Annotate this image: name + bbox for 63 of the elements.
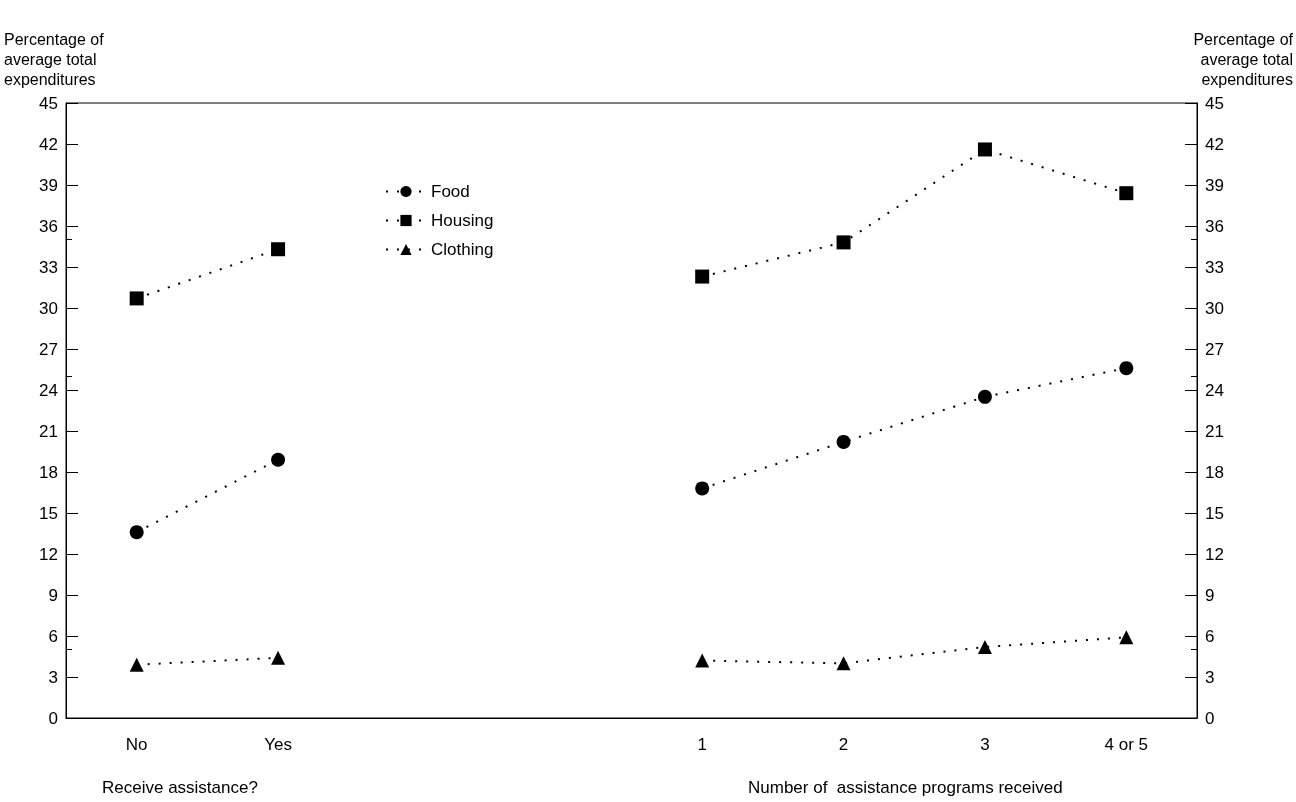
y-tick-label: 21	[39, 421, 58, 441]
point	[977, 389, 992, 404]
point	[271, 452, 286, 467]
x-tick-label: No	[125, 735, 148, 754]
y-tick-label: 18	[39, 462, 58, 482]
point	[129, 291, 144, 306]
y-tick-label: 36	[39, 216, 58, 236]
x-tick-label: 3	[980, 735, 990, 754]
y2-tick-label: 30	[1205, 298, 1224, 318]
y-tick-label: 12	[39, 544, 58, 564]
x-tick-label: 2	[838, 735, 849, 754]
point	[695, 481, 710, 496]
y-tick-label: 6	[48, 626, 58, 646]
point	[695, 653, 710, 668]
point	[695, 269, 710, 284]
x-tick-label: Yes	[264, 735, 292, 754]
y-tick-label: 45	[39, 93, 58, 113]
x-tick-label: 1	[697, 735, 707, 754]
point	[129, 657, 144, 672]
y2-tick-label: 45	[1205, 93, 1224, 113]
y-tick-label: 39	[39, 175, 58, 195]
y-tick-label: 42	[39, 134, 58, 154]
y2-tick-label: 36	[1205, 216, 1224, 236]
legend-label: Housing	[431, 211, 494, 230]
point	[1119, 630, 1134, 645]
y2-tick-label: 0	[1205, 708, 1215, 728]
y-tick-label: 9	[48, 585, 58, 605]
text: Number of assistance programs received	[748, 778, 1063, 797]
y2-tick-label: 39	[1205, 175, 1224, 195]
point	[836, 235, 851, 250]
legend-label: Clothing	[431, 240, 494, 259]
y-tick-label: 15	[39, 503, 58, 523]
text: Receive assistance?	[102, 778, 258, 797]
y-tick-label: 0	[48, 708, 58, 728]
point	[129, 525, 144, 540]
y2-tick-label: 33	[1205, 257, 1224, 277]
y2-tick-label: 12	[1205, 544, 1224, 564]
x-tick-label: 4 or 5	[1104, 735, 1149, 754]
y2-tick-label: 27	[1205, 339, 1224, 359]
y2-tick-label: 42	[1205, 134, 1224, 154]
point	[1119, 361, 1134, 376]
y-tick-label: 33	[39, 257, 58, 277]
point	[977, 142, 992, 157]
y-tick-label: 30	[39, 298, 58, 318]
y2-tick-label: 18	[1205, 462, 1224, 482]
y2-tick-label: 3	[1205, 667, 1215, 687]
y-tick-label: 3	[48, 667, 58, 687]
point	[1119, 186, 1134, 201]
y-axis-title: Percentage of average total expenditures	[4, 30, 105, 88]
point	[836, 656, 851, 671]
point	[836, 434, 851, 449]
y2-tick-label: 9	[1205, 585, 1215, 605]
point	[977, 639, 992, 654]
y2-tick-label: 24	[1205, 380, 1224, 400]
legend-label: Food	[431, 182, 470, 201]
point	[271, 650, 286, 665]
y2-axis-title: Percentage of average total expenditures	[1193, 30, 1294, 88]
y2-tick-label: 15	[1205, 503, 1224, 523]
y-tick-label: 27	[39, 339, 58, 359]
point	[271, 242, 286, 257]
y2-tick-label: 21	[1205, 421, 1224, 441]
y2-tick-label: 6	[1205, 626, 1215, 646]
y-tick-label: 24	[39, 380, 58, 400]
